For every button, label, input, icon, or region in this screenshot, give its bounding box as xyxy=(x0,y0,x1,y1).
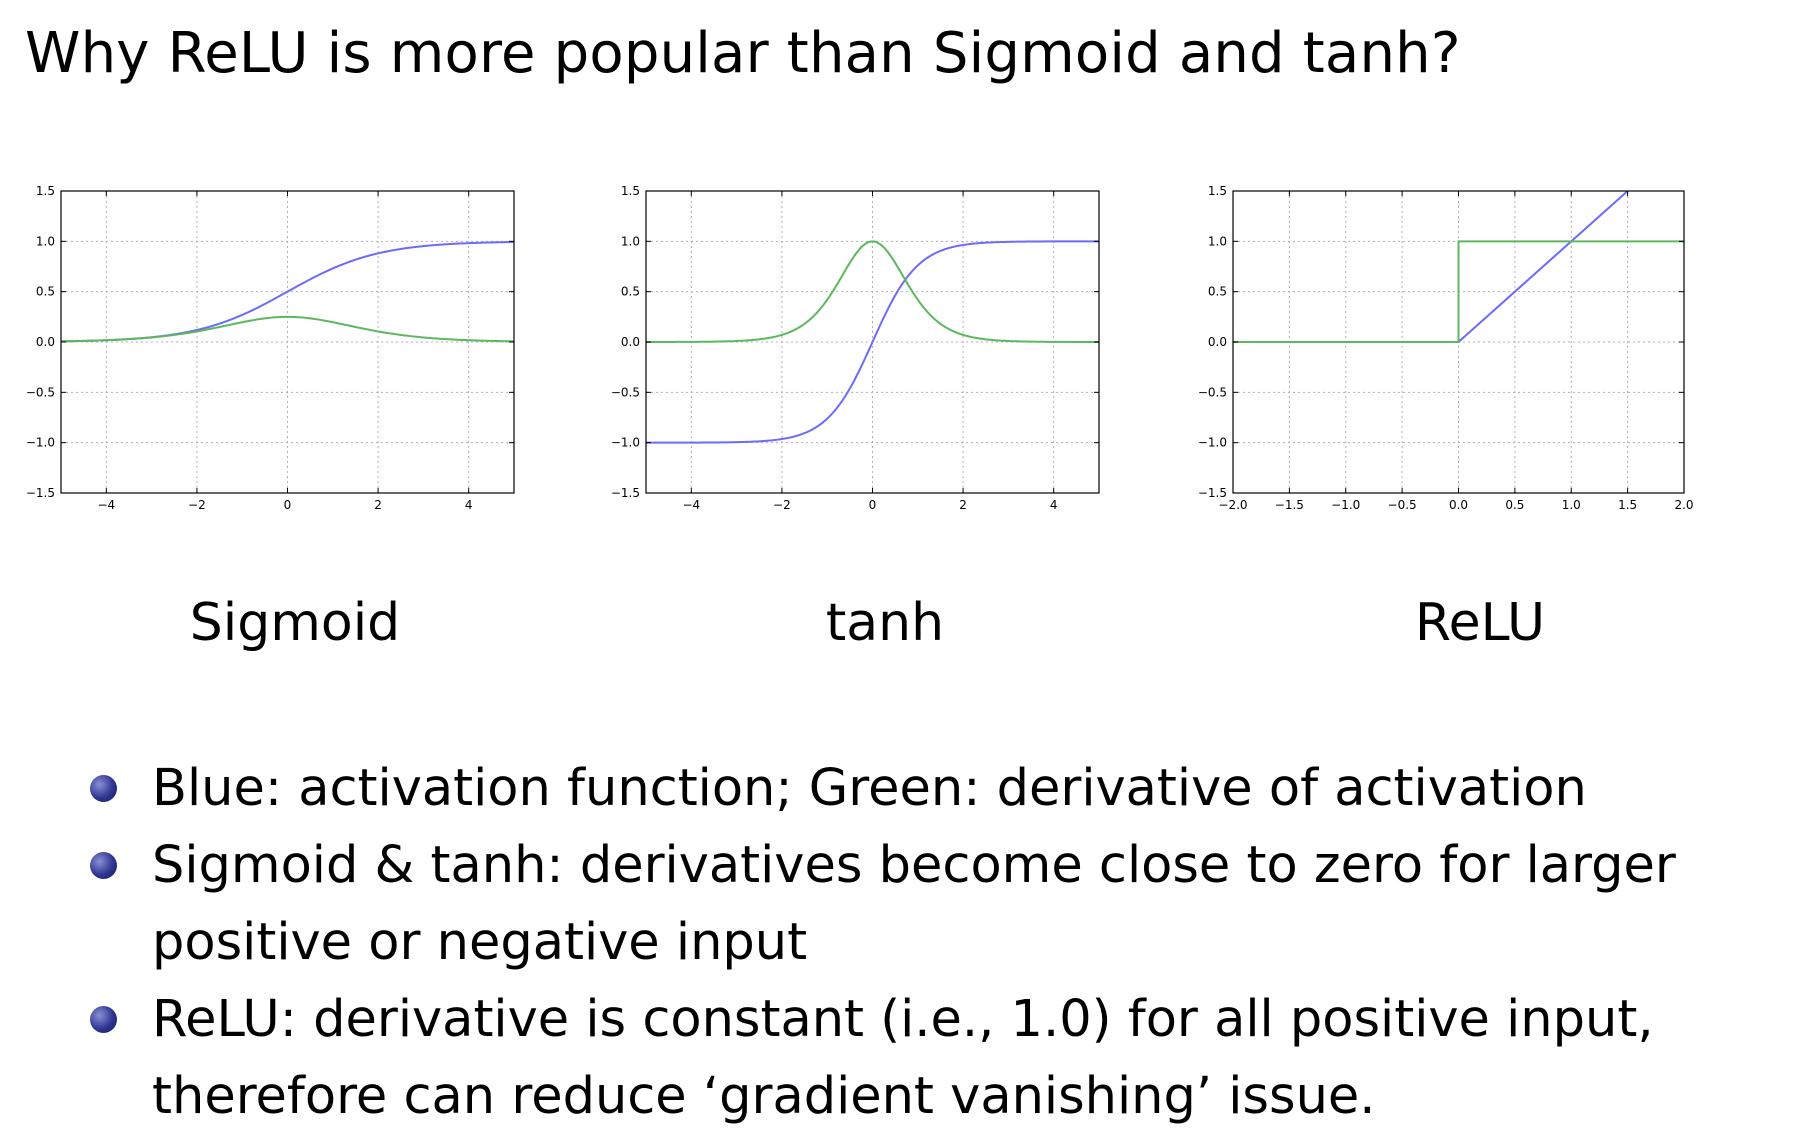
x-tick-label: −2 xyxy=(773,498,791,512)
x-tick-label: 0.0 xyxy=(1449,498,1468,512)
x-tick-label: −4 xyxy=(97,498,115,512)
y-tick-label: −0.5 xyxy=(26,385,55,399)
y-tick-label: 1.0 xyxy=(36,234,55,248)
y-tick-label: 1.0 xyxy=(621,234,640,248)
derivative-line xyxy=(61,315,514,343)
relu-caption: ReLU xyxy=(1414,593,1546,653)
bullet-item: ReLU: derivative is constant (i.e., 1.0)… xyxy=(90,981,1790,1135)
y-tick-label: 1.5 xyxy=(36,184,55,198)
x-tick-label: 4 xyxy=(465,498,473,512)
x-tick-label: 2 xyxy=(374,498,382,512)
x-tick-label: 1.5 xyxy=(1618,498,1637,512)
y-tick-label: 1.0 xyxy=(1208,234,1227,248)
x-tick-label: 0 xyxy=(869,498,877,512)
x-tick-label: 1.0 xyxy=(1562,498,1581,512)
y-tick-label: 0.0 xyxy=(1208,335,1227,349)
y-tick-label: 0.5 xyxy=(36,285,55,299)
relu-chart: −2.0 −1.5 −1.0 −0.5 0.0 0.5 1.0 1.5 2.0 −1.5 −1.0−… xyxy=(1180,175,1790,652)
x-tick-label: 2 xyxy=(959,498,967,512)
tanh-caption: tanh xyxy=(825,593,945,653)
y-tick-label: 0.0 xyxy=(621,335,640,349)
bullet-dot-icon xyxy=(90,1006,117,1033)
bullet-text: ReLU: derivative is constant (i.e., 1.0)… xyxy=(152,990,1654,1126)
bullet-item: Blue: activation function; Green: deriva… xyxy=(90,750,1790,827)
x-tick-label: −1.0 xyxy=(1331,498,1360,512)
y-tick-label: −1.0 xyxy=(26,436,55,450)
activation-line xyxy=(646,240,1099,444)
sigmoid-caption: Sigmoid xyxy=(189,593,401,653)
tanh-plot: −4 −2 0 2 4 −1.5 −1.0 −0.5 0.0 0.5 1.0 1.5 xyxy=(611,184,1100,512)
derivative-line xyxy=(1233,240,1684,343)
y-tick-label: 1.5 xyxy=(621,184,640,198)
y-tick-label: −1.5 xyxy=(611,486,640,500)
x-tick-label: −4 xyxy=(682,498,700,512)
y-tick-label: −1.5 xyxy=(1198,486,1227,500)
x-tick-label: −2 xyxy=(188,498,206,512)
activation-line xyxy=(1233,191,1629,343)
sigmoid-plot: −4 −2 0 2 4 −1.5 −1.0 −0.5 0.0 0.5 1.0 1.5 xyxy=(26,184,515,512)
y-tick-label: 1.5 xyxy=(1208,184,1227,198)
y-tick-label: 0.5 xyxy=(621,285,640,299)
y-tick-label: −0.5 xyxy=(1198,385,1227,399)
relu-plot: −2.0 −1.5 −1.0 −0.5 0.0 0.5 1.0 1.5 2.0−1.5−1.0−… xyxy=(1198,184,1694,512)
x-tick-label: 4 xyxy=(1050,498,1058,512)
bullet-text: Sigmoid & tanh: derivatives become close… xyxy=(152,836,1676,972)
y-tick-label: 0.0 xyxy=(36,335,55,349)
x-tick-label: −0.5 xyxy=(1388,498,1417,512)
x-tick-label: −2.0 xyxy=(1218,498,1247,512)
sigmoid-chart: −4 −2 0 2 4 −1.5 −1.0 −0.5 0.0 0.5 1.0 1.5 Sigmoid xyxy=(0,175,600,652)
x-tick-label: 0.5 xyxy=(1505,498,1524,512)
x-tick-label: 0 xyxy=(284,498,292,512)
bullet-dot-icon xyxy=(90,775,117,802)
y-tick-label: −1.0 xyxy=(611,436,640,450)
x-tick-label: −1.5 xyxy=(1275,498,1304,512)
charts-row: −4 −2 0 2 4 −1.5 −1.0 −0.5 0.0 0.5 1.0 1.5 Sigmoid … xyxy=(0,175,1816,695)
y-tick-label: −1.0 xyxy=(1198,436,1227,450)
bullet-text: Blue: activation function; Green: deriva… xyxy=(152,759,1587,818)
slide-title: Why ReLU is more popular than Sigmoid an… xyxy=(25,21,1461,86)
y-tick-label: −0.5 xyxy=(611,385,640,399)
x-tick-label: 2.0 xyxy=(1674,498,1693,512)
bullet-item: Sigmoid & tanh: derivatives become close… xyxy=(90,827,1790,981)
bullet-dot-icon xyxy=(90,852,117,879)
derivative-line xyxy=(646,240,1099,343)
y-tick-label: −1.5 xyxy=(26,486,55,500)
bullet-list: Blue: activation function; Green: deriva… xyxy=(90,750,1790,1135)
tanh-chart: −4 −2 0 2 4 −1.5 −1.0 −0.5 0.0 0.5 1.0 1.5 tanh xyxy=(590,175,1190,652)
y-tick-label: 0.5 xyxy=(1208,285,1227,299)
